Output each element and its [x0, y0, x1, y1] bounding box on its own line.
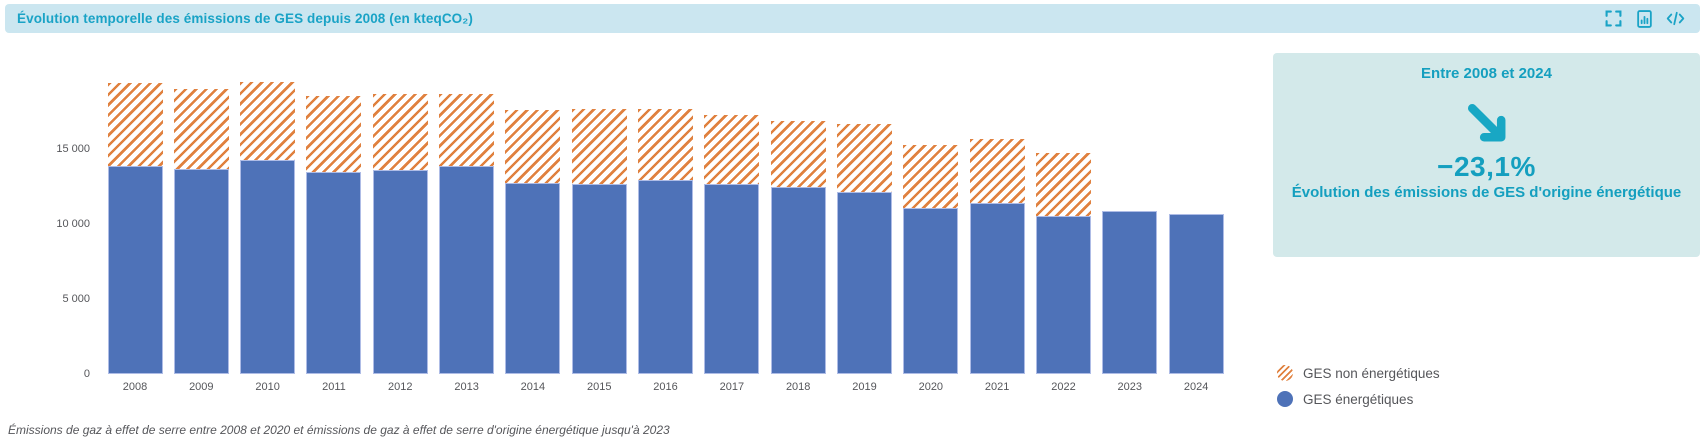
- bar-segment-non-energy[interactable]: [1035, 152, 1091, 216]
- bar-segment-non-energy[interactable]: [903, 145, 959, 209]
- bar-group-2012[interactable]: [372, 94, 428, 374]
- legend-label: GES non énergétiques: [1303, 365, 1440, 381]
- bar-group-2021[interactable]: [969, 139, 1025, 374]
- bar-segment-energy[interactable]: [173, 169, 229, 374]
- x-tick-label: 2008: [122, 381, 148, 393]
- bar-group-2014[interactable]: [505, 110, 561, 374]
- bar-group-2015[interactable]: [571, 109, 627, 374]
- embed-code-button[interactable]: [1666, 10, 1684, 28]
- bar-group-2011[interactable]: [306, 95, 362, 374]
- x-tick-label: 2018: [785, 381, 811, 393]
- bar-segment-non-energy[interactable]: [173, 89, 229, 170]
- x-tick-label: 2020: [918, 381, 944, 393]
- bar-segment-energy[interactable]: [306, 172, 362, 374]
- bar-group-2009[interactable]: [173, 89, 229, 374]
- bar-segment-non-energy[interactable]: [704, 115, 760, 185]
- bar-segment-non-energy[interactable]: [837, 123, 893, 192]
- x-tick-label: 2012: [388, 381, 413, 393]
- bar-segment-energy[interactable]: [571, 184, 627, 374]
- legend-item-ges-non-energetiques[interactable]: GES non énergétiques: [1277, 364, 1440, 382]
- bar-segment-energy[interactable]: [1102, 211, 1158, 374]
- bar-group-2024[interactable]: [1168, 214, 1224, 374]
- x-tick-label: 2017: [719, 381, 745, 393]
- y-tick-label: 5 000: [62, 293, 90, 305]
- bar-segment-energy[interactable]: [1035, 215, 1091, 374]
- bar-segment-non-energy[interactable]: [638, 109, 694, 180]
- x-tick-label: 2019: [852, 381, 877, 393]
- bar-group-2019[interactable]: [837, 123, 893, 374]
- titlebar-tools: [1604, 9, 1700, 28]
- bar-segment-energy[interactable]: [372, 170, 428, 374]
- x-tick-label: 2011: [322, 381, 346, 393]
- stat-panel: Entre 2008 et 2024 −23,1% Évolution des …: [1273, 53, 1700, 257]
- bar-segment-energy[interactable]: [837, 191, 893, 374]
- bar-group-2010[interactable]: [240, 81, 296, 374]
- legend-item-ges-energetiques[interactable]: GES énergétiques: [1277, 390, 1440, 408]
- bar-segment-energy[interactable]: [439, 166, 495, 374]
- x-tick-label: 2021: [984, 381, 1010, 393]
- bar-segment-energy[interactable]: [107, 166, 163, 374]
- stat-description: Évolution des émissions de GES d'origine…: [1291, 184, 1682, 201]
- blue-solid-swatch-icon: [1277, 391, 1293, 407]
- legend-label: GES énergétiques: [1303, 391, 1414, 407]
- x-tick-label: 2009: [189, 381, 214, 393]
- bar-segment-energy[interactable]: [704, 184, 760, 374]
- bar-segment-energy[interactable]: [638, 179, 694, 374]
- bar-segment-non-energy[interactable]: [107, 83, 163, 167]
- bar-segment-non-energy[interactable]: [969, 139, 1025, 203]
- y-tick-label: 10 000: [56, 218, 90, 230]
- x-tick-label: 2015: [586, 381, 612, 393]
- chart-caption: Émissions de gaz à effet de serre entre …: [8, 423, 670, 437]
- bar-group-2008[interactable]: [107, 83, 163, 374]
- y-axis: 0 5 000 10 000 15 000: [0, 60, 90, 380]
- chart-report-icon: [1636, 9, 1652, 28]
- bar-group-2017[interactable]: [704, 115, 760, 374]
- bar-segment-non-energy[interactable]: [770, 120, 826, 188]
- widget-titlebar: Évolution temporelle des émissions de GE…: [5, 4, 1700, 33]
- bar-segment-energy[interactable]: [770, 187, 826, 374]
- bar-segment-energy[interactable]: [969, 203, 1025, 374]
- x-tick-label: 2024: [1183, 381, 1209, 393]
- bar-group-2013[interactable]: [439, 93, 495, 374]
- bar-segment-non-energy[interactable]: [505, 110, 561, 183]
- down-right-arrow-icon: [1273, 98, 1700, 150]
- bar-segment-energy[interactable]: [505, 182, 561, 374]
- chart-legend: GES non énergétiques GES énergétiques: [1277, 364, 1440, 416]
- bar-segment-energy[interactable]: [240, 160, 296, 374]
- x-tick-label: 2013: [454, 381, 479, 393]
- bar-segment-non-energy[interactable]: [240, 81, 296, 161]
- y-tick-label: 15 000: [56, 143, 90, 155]
- bar-group-2020[interactable]: [903, 145, 959, 374]
- bar-segment-non-energy[interactable]: [439, 93, 495, 167]
- bar-chart-plot: 2008 2009 2010 2011 2012 2013 2014 2015 2016 2017…: [94, 60, 1234, 393]
- bar-segment-energy[interactable]: [903, 208, 959, 374]
- stat-value: −23,1%: [1437, 151, 1536, 182]
- orange-hatch-swatch-icon: [1277, 365, 1293, 381]
- x-tick-label: 2014: [520, 381, 546, 393]
- bar-group-2016[interactable]: [638, 109, 694, 374]
- bar-segment-non-energy[interactable]: [372, 94, 428, 170]
- bar-group-2023[interactable]: [1102, 211, 1158, 374]
- bar-group-2018[interactable]: [770, 120, 826, 374]
- embed-code-icon: [1666, 11, 1685, 26]
- y-tick-label: 0: [83, 368, 90, 380]
- x-tick-label: 2022: [1051, 381, 1076, 393]
- bar-segment-energy[interactable]: [1168, 214, 1224, 374]
- stat-panel-title: Entre 2008 et 2024: [1421, 65, 1552, 82]
- x-tick-label: 2023: [1117, 381, 1143, 393]
- bar-segment-non-energy[interactable]: [571, 109, 627, 185]
- fullscreen-button[interactable]: [1604, 10, 1622, 28]
- bar-group-2022[interactable]: [1035, 152, 1091, 374]
- fullscreen-icon: [1605, 10, 1622, 27]
- chart-report-button[interactable]: [1635, 9, 1653, 28]
- x-tick-label: 2016: [653, 381, 678, 393]
- bar-segment-non-energy[interactable]: [306, 95, 362, 173]
- x-tick-label: 2010: [255, 381, 280, 393]
- widget-title: Évolution temporelle des émissions de GE…: [17, 11, 473, 26]
